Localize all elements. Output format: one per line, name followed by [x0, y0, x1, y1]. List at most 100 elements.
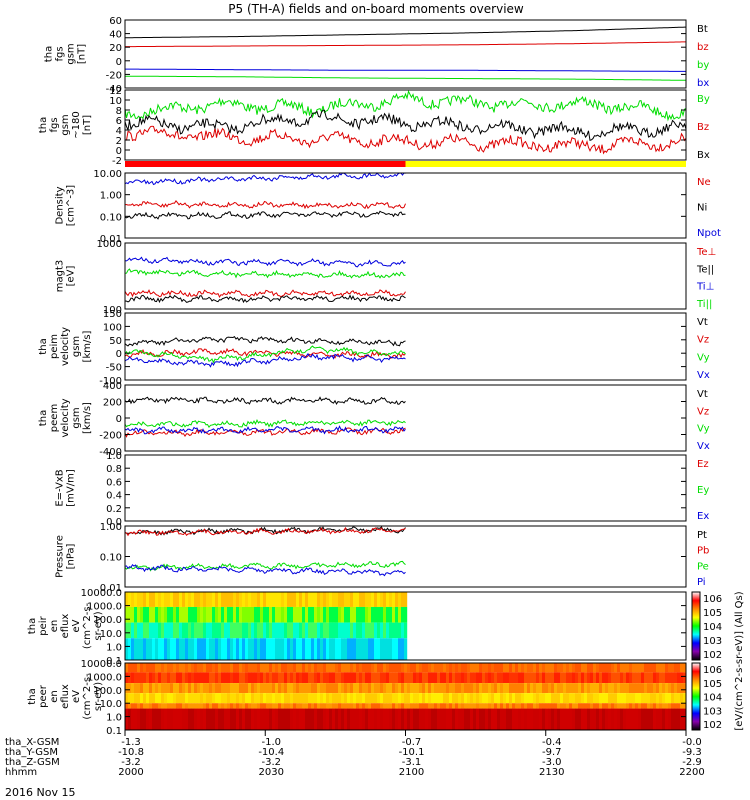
spectrogram-cell: [317, 638, 320, 660]
spectrogram-cell: [668, 693, 671, 703]
spectrogram-cell: [587, 703, 590, 708]
spectrogram-cell: [407, 663, 410, 672]
spectrogram-cell: [269, 623, 272, 639]
spectrogram-cell: [269, 703, 272, 708]
spectrogram-cell: [251, 709, 254, 730]
spectrogram-cell: [128, 663, 131, 672]
spectrogram-cell: [503, 693, 506, 703]
spectrogram-cell: [569, 683, 572, 693]
spectrogram-cell: [143, 683, 146, 693]
spectrogram-cell: [185, 638, 188, 660]
spectrogram-cell: [302, 703, 305, 708]
spectrogram-cell: [230, 672, 233, 683]
spectrogram-cell: [629, 703, 632, 708]
spectrogram-cell: [164, 592, 167, 607]
y-tick-label: 1.0: [106, 451, 122, 462]
spectrogram-cell: [566, 693, 569, 703]
spectrogram-cell: [356, 683, 359, 693]
spectrogram-cell: [215, 709, 218, 730]
spectrogram-cell: [563, 672, 566, 683]
spectrogram-cell: [236, 672, 239, 683]
spectrogram-cell: [401, 703, 404, 708]
spectrogram-cell: [347, 623, 350, 639]
spectrogram-cell: [578, 709, 581, 730]
spectrogram-cell: [284, 623, 287, 639]
spectrogram-cell: [185, 623, 188, 639]
spectrogram-cell: [587, 683, 590, 693]
spectrogram-cell: [257, 709, 260, 730]
spectrogram-cell: [221, 683, 224, 693]
spectrogram-cell: [206, 703, 209, 708]
spectrogram-cell: [179, 623, 182, 639]
spectrogram-cell: [545, 693, 548, 703]
spectrogram-cell: [557, 693, 560, 703]
spectrogram-cell: [443, 709, 446, 730]
spectrogram-cell: [428, 703, 431, 708]
spectrogram-cell: [146, 663, 149, 672]
spectrogram-cell: [218, 638, 221, 660]
spectrogram-cell: [365, 592, 368, 607]
spectrogram-cell: [491, 709, 494, 730]
spectrogram-cell: [293, 672, 296, 683]
spectrogram-cell: [173, 672, 176, 683]
spectrogram-cell: [365, 683, 368, 693]
spectrogram-cell: [128, 683, 131, 693]
spectrogram-cell: [182, 663, 185, 672]
spectrogram-cell: [173, 703, 176, 708]
spectrogram-cell: [632, 693, 635, 703]
spectrogram-cell: [362, 663, 365, 672]
panel-frame: [125, 385, 686, 451]
spectrogram-cell: [248, 592, 251, 607]
spectrogram-cell: [158, 623, 161, 639]
spectrogram-cell: [560, 703, 563, 708]
spectrogram-cell: [539, 703, 542, 708]
spectrogram-cell: [620, 703, 623, 708]
spectrogram-cell: [242, 638, 245, 660]
spectrogram-cell: [572, 683, 575, 693]
spectrogram-cell: [503, 672, 506, 683]
spectrogram-cell: [269, 607, 272, 623]
spectrogram-cell: [236, 683, 239, 693]
colorbar-strip: [692, 592, 700, 660]
spectrogram-cell: [302, 709, 305, 730]
spectrogram-cell: [308, 672, 311, 683]
y-axis-label-line: en: [49, 690, 60, 703]
spectrogram-cell: [170, 638, 173, 660]
spectrogram-cell: [260, 683, 263, 693]
spectrogram-cell: [518, 663, 521, 672]
spectrogram-cell: [296, 693, 299, 703]
spectrogram-cell: [182, 693, 185, 703]
spectrogram-cell: [533, 663, 536, 672]
colorbar-tick: 104: [703, 622, 722, 633]
spectrogram-cell: [302, 683, 305, 693]
spectrogram-cell: [653, 672, 656, 683]
series-line-Te⊥: [125, 290, 406, 297]
spectrogram-cell: [191, 592, 194, 607]
spectrogram-cell: [224, 663, 227, 672]
series-line-Ni: [125, 211, 406, 219]
spectrogram-cell: [251, 672, 254, 683]
y-tick-label: 0.8: [106, 464, 122, 475]
y-axis-label-line: gsm: [71, 407, 82, 428]
spectrogram-cell: [251, 693, 254, 703]
y-axis-label-line: peem: [49, 404, 60, 432]
spectrogram-cell: [539, 709, 542, 730]
legend-Ex: Ex: [697, 511, 709, 522]
spectrogram-cell: [161, 672, 164, 683]
spectrogram-cell: [308, 592, 311, 607]
spectrogram-cell: [314, 592, 317, 607]
spectrogram-cell: [227, 623, 230, 639]
spectrogram-cell: [338, 683, 341, 693]
spectrogram-cell: [416, 683, 419, 693]
spectrogram-cell: [383, 663, 386, 672]
spectrogram-cell: [647, 672, 650, 683]
spectrogram-cell: [140, 672, 143, 683]
spectrogram-cell: [476, 683, 479, 693]
panel-frame: [125, 526, 686, 587]
y-axis-label-line: Pressure: [55, 535, 66, 578]
spectrogram-cell: [188, 672, 191, 683]
spectrogram-cell: [509, 693, 512, 703]
series-line-Bt: [125, 27, 686, 38]
spectrogram-cell: [251, 663, 254, 672]
spectrogram-cell: [494, 693, 497, 703]
